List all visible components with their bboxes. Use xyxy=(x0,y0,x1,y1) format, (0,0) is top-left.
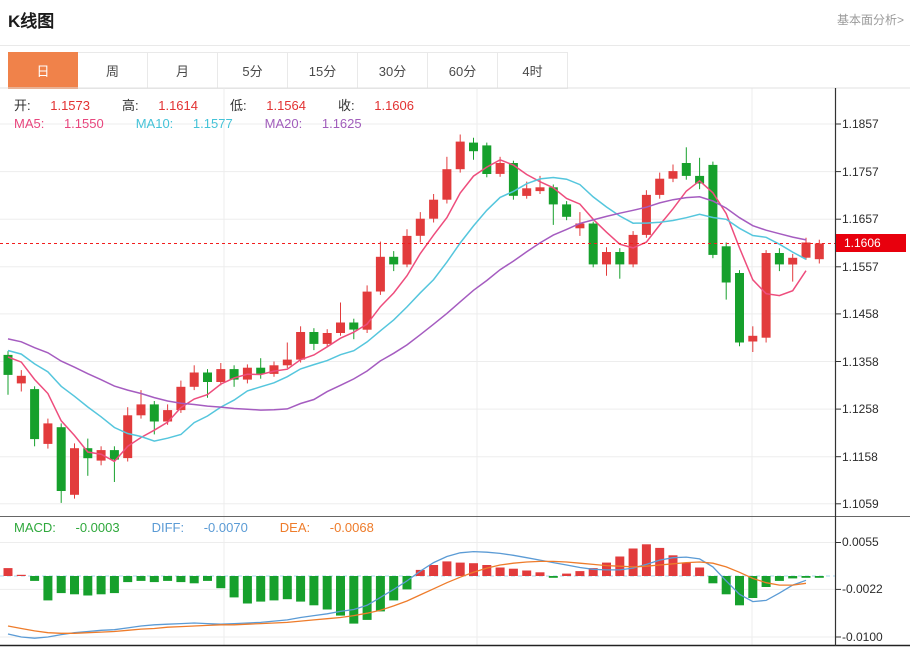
legend-item: MA5: 1.1550 xyxy=(14,116,104,131)
current-price-tag: 1.1606 xyxy=(836,234,906,253)
tab-day[interactable]: 日 xyxy=(8,52,78,89)
legend-item: 收: 1.1606 xyxy=(338,98,414,113)
price-axis-label: 1.1757 xyxy=(842,164,879,179)
grid xyxy=(0,88,835,645)
ma10-line xyxy=(7,176,807,442)
page-title: K线图 xyxy=(8,12,55,31)
macd-axis-label: -0.0022 xyxy=(842,582,883,597)
price-axis-label: 1.1557 xyxy=(842,259,879,274)
diff-line xyxy=(7,550,807,639)
tab-5min[interactable]: 5分 xyxy=(218,52,288,89)
legend-item: DIFF: -0.0070 xyxy=(151,520,248,535)
legend-item: 开: 1.1573 xyxy=(14,98,90,113)
ma20-line xyxy=(7,196,807,411)
macd-legend: MACD: -0.0003 DIFF: -0.0070 DEA: -0.0068 xyxy=(14,520,406,535)
price-axis-label: 1.1258 xyxy=(842,402,879,417)
price-axis-label: 1.1158 xyxy=(842,449,878,464)
price-axis-label: 1.1857 xyxy=(842,117,879,131)
legend-item: 低: 1.1564 xyxy=(230,98,306,113)
legend-item: MA20: 1.1625 xyxy=(264,116,362,131)
legend-item: MA10: 1.1577 xyxy=(135,116,233,131)
macd-histogram xyxy=(3,544,824,624)
candlestick-layer xyxy=(3,134,824,503)
tab-30min[interactable]: 30分 xyxy=(358,52,428,89)
header-divider xyxy=(0,45,910,46)
axis-frame xyxy=(0,87,910,647)
tab-month[interactable]: 月 xyxy=(148,52,218,89)
price-axis-label: 1.1657 xyxy=(842,212,879,227)
tab-60min[interactable]: 60分 xyxy=(428,52,498,89)
fundamental-analysis-link[interactable]: 基本面分析> xyxy=(836,13,904,27)
dea-line xyxy=(7,560,807,634)
ma-legend: MA5: 1.1550 MA10: 1.1577 MA20: 1.1625 xyxy=(14,116,394,131)
timeframe-tabbar: 日周月 5分 15分 30分 60分 4时 xyxy=(8,52,568,89)
legend-item: 高: 1.1614 xyxy=(122,98,198,113)
price-axis-label: 1.1059 xyxy=(842,496,879,511)
ohlc-legend: 开: 1.1573 高: 1.1614 低: 1.1564 收: 1.1606 xyxy=(14,95,446,114)
legend-item: MACD: -0.0003 xyxy=(14,520,120,535)
legend-item: DEA: -0.0068 xyxy=(279,520,374,535)
macd-axis-label: 0.0055 xyxy=(842,535,879,550)
price-axis-label: 1.1458 xyxy=(842,306,879,321)
ma5-line xyxy=(7,158,807,463)
price-axis-label: 1.1358 xyxy=(842,354,879,369)
macd-axis-label: -0.0100 xyxy=(842,630,883,644)
